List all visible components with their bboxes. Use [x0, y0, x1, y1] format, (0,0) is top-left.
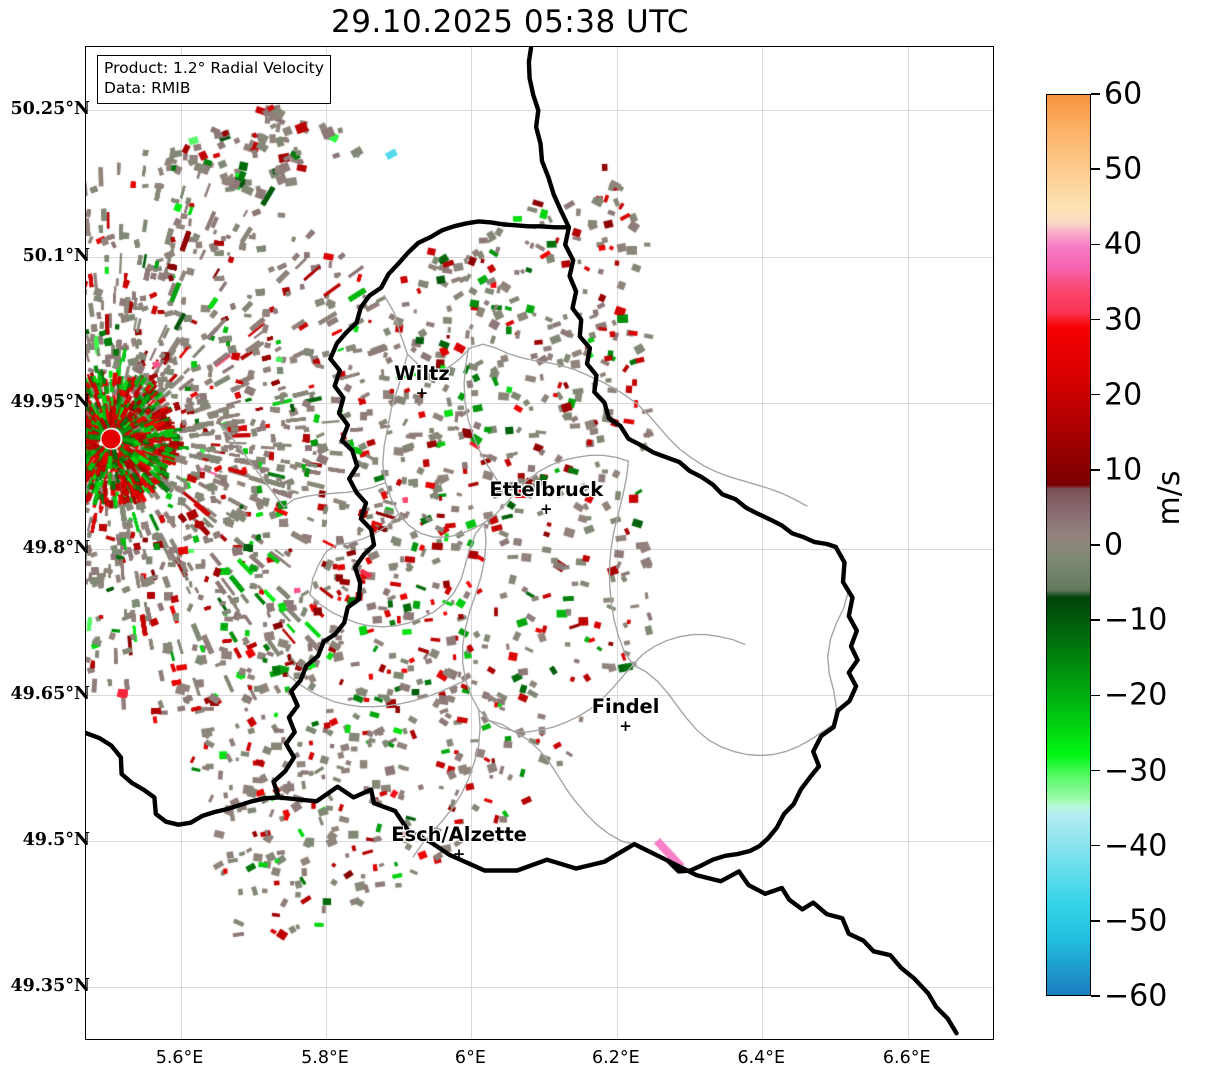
colorbar-unit-label: m/s: [1152, 470, 1187, 526]
canton-border-segment: [463, 347, 507, 493]
colorbar-tick-label: −20: [1104, 677, 1168, 713]
latitude-tick-label: 50.1°N: [22, 245, 90, 266]
colorbar-tick-mark: [1091, 93, 1100, 95]
colorbar-tick-mark: [1091, 168, 1100, 170]
latitude-tick-label: 49.8°N: [22, 537, 90, 558]
national-border-segment: [276, 784, 959, 1036]
page-title: 29.10.2025 05:38 UTC: [331, 4, 689, 40]
longitude-tick-label: 6.4°E: [737, 1048, 786, 1068]
latitude-tick-label: 49.35°N: [10, 976, 90, 997]
national-border-segment: [563, 225, 838, 550]
latitude-tick-label: 49.95°N: [10, 391, 90, 412]
colorbar-tick-label: 20: [1104, 377, 1143, 413]
colorbar-tick-mark: [1091, 920, 1100, 922]
canton-border-segment: [283, 481, 387, 508]
city-cross-marker: +: [540, 500, 553, 519]
colorbar: [1046, 94, 1091, 996]
national-border-segment: [665, 544, 860, 874]
colorbar-tick-mark: [1091, 769, 1100, 772]
latitude-tick-label: 49.5°N: [22, 830, 90, 851]
longitude-tick-label: 5.8°E: [301, 1048, 349, 1068]
colorbar-tick-label: −60: [1104, 978, 1168, 1014]
canton-border-segment: [488, 719, 635, 845]
colorbar-tick-mark: [1091, 243, 1100, 246]
colorbar-tick-mark: [1091, 619, 1100, 621]
canton-border-segment: [221, 425, 285, 508]
canton-boundaries: [221, 294, 849, 858]
canton-border-segment: [382, 353, 630, 538]
canton-border-segment: [309, 521, 486, 628]
national-borders: [86, 47, 959, 1036]
product-line: Product: 1.2° Radial Velocity: [104, 59, 324, 77]
city-cross-marker: +: [452, 845, 466, 864]
longitude-tick-label: 5.6°E: [155, 1048, 204, 1068]
city-label-findel: Findel +: [591, 695, 660, 736]
latitude-tick-label: 50.25°N: [10, 99, 90, 120]
colorbar-tick-mark: [1091, 393, 1100, 396]
national-border-segment: [86, 730, 281, 827]
colorbar-tick-label: −30: [1104, 753, 1168, 788]
colorbar-tick-mark: [1091, 544, 1100, 546]
longitude-tick-label: 6.2°E: [592, 1048, 640, 1068]
city-label-esch-alzette: Esch/Alzette +: [391, 823, 527, 864]
colorbar-tick-label: 0: [1104, 527, 1124, 563]
map-canvas: Wiltz + Ettelbruck + Findel + Esch/Alzette + Pr…: [86, 47, 993, 1039]
canton-border-segment: [309, 513, 400, 596]
radar-echo-layer: [86, 47, 993, 1039]
canton-border-segment: [587, 374, 808, 507]
canton-border-segment: [286, 673, 467, 708]
canton-border-segment: [383, 294, 589, 377]
product-info-box: Product: 1.2° Radial Velocity Data: RMIB: [97, 55, 331, 104]
colorbar-tick-label: 40: [1104, 226, 1143, 262]
colorbar-tick-label: 50: [1104, 151, 1143, 187]
radar-site-marker: [101, 429, 121, 449]
colorbar-tick-mark: [1091, 694, 1100, 697]
city-label-ettelbruck: Ettelbruck +: [489, 478, 604, 519]
city-cross-marker: +: [619, 717, 632, 736]
colorbar-tick-mark: [1091, 995, 1100, 997]
radar-map-plot: Wiltz + Ettelbruck + Findel + Esch/Alzette + Pr…: [85, 46, 994, 1040]
colorbar-tick-label: −10: [1104, 602, 1168, 638]
canton-border-segment: [608, 460, 634, 666]
colorbar-tick-label: 10: [1104, 452, 1143, 488]
colorbar-tick-label: 30: [1104, 302, 1143, 337]
latitude-tick-label: 49.65°N: [10, 684, 90, 705]
longitude-tick-label: 6°E: [454, 1048, 486, 1068]
national-border-segment: [526, 47, 572, 230]
city-label-wiltz: Wiltz +: [394, 362, 450, 403]
city-cross-marker: +: [415, 384, 429, 403]
colorbar-tick-mark: [1091, 469, 1100, 471]
canton-border-segment: [412, 709, 481, 858]
canton-border-segment: [462, 521, 746, 733]
canton-border-segment: [632, 664, 823, 757]
data-source-line: Data: RMIB: [104, 78, 191, 97]
colorbar-tick-label: 60: [1104, 76, 1143, 112]
colorbar-tick-mark: [1091, 318, 1100, 321]
city-name: Ettelbruck: [489, 478, 604, 502]
colorbar-gradient: [1047, 95, 1090, 995]
colorbar-tick-label: −50: [1104, 903, 1168, 939]
national-border-segment: [271, 219, 572, 800]
canton-border-segment: [821, 591, 849, 733]
longitude-tick-label: 6.6°E: [882, 1048, 931, 1068]
city-name: Esch/Alzette: [391, 823, 527, 847]
colorbar-tick-label: −40: [1104, 828, 1168, 864]
city-name: Findel: [591, 695, 660, 719]
colorbar-tick-mark: [1091, 844, 1100, 847]
map-borders-layer: [86, 47, 959, 1036]
city-name: Wiltz: [394, 362, 450, 386]
